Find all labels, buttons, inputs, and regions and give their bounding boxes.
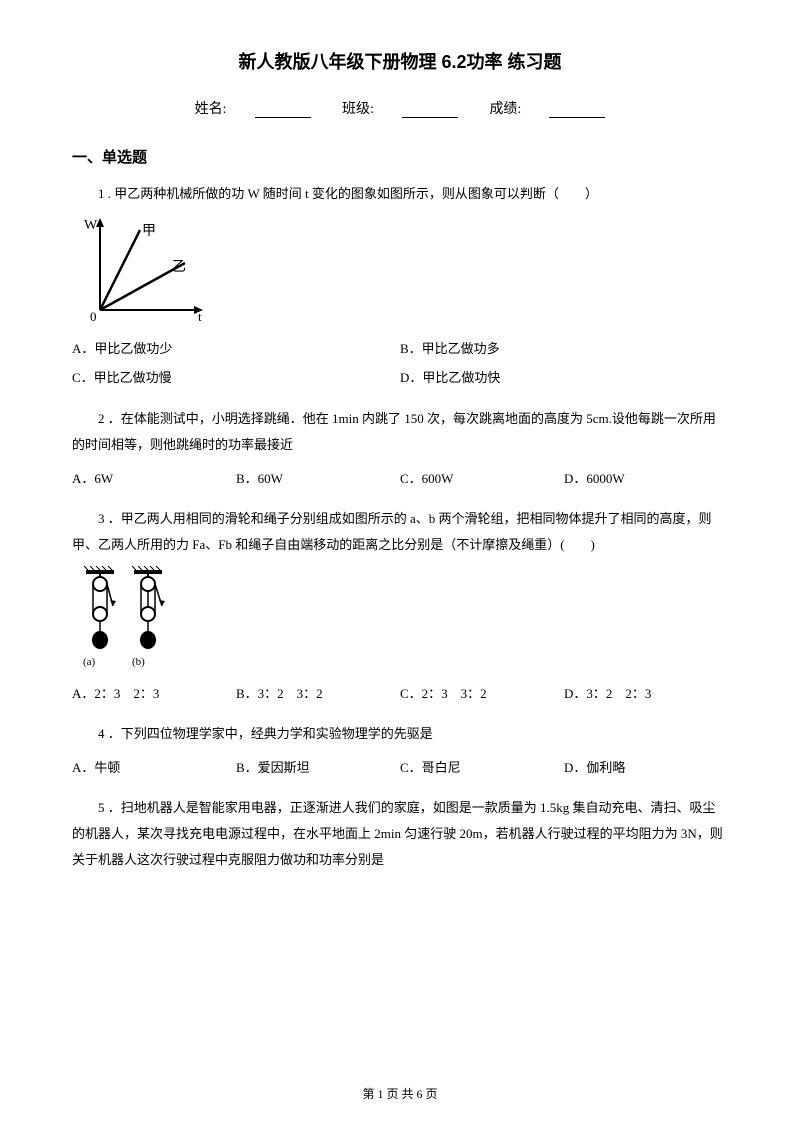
q2-optD: D．6000W bbox=[564, 466, 728, 492]
class-label: 班级: bbox=[342, 102, 374, 117]
q1-axis-t: t bbox=[198, 309, 202, 324]
q3-optA: A．2：3 2：3 bbox=[72, 681, 236, 707]
q1-options: A．甲比乙做功少 B．甲比乙做功多 C．甲比乙做功慢 D．甲比乙做功快 bbox=[72, 335, 728, 392]
q2-optA: A．6W bbox=[72, 466, 236, 492]
q4-options: A．牛顿 B．爱因斯坦 C．哥白尼 D．伽利略 bbox=[72, 755, 728, 781]
q1-origin: 0 bbox=[90, 309, 97, 324]
class-blank bbox=[402, 117, 458, 118]
q3-optC: C．2：3 3：2 bbox=[400, 681, 564, 707]
q1-axis-w: W bbox=[84, 218, 98, 233]
header-fields: 姓名: 班级: 成绩: bbox=[72, 98, 728, 118]
score-blank bbox=[549, 117, 605, 118]
q2-optC: C．600W bbox=[400, 466, 564, 492]
page-footer: 第 1 页 共 6 页 bbox=[0, 1085, 800, 1102]
q5-text: 5 ．扫地机器人是智能家用电器，正逐渐进人我们的家庭，如图是一款质量为 1.5k… bbox=[72, 795, 728, 873]
q3-options: A．2：3 2：3 B．3：2 3：2 C．2：3 3：2 D．3：2 2：3 bbox=[72, 681, 728, 707]
q4-optC: C．哥白尼 bbox=[400, 755, 564, 781]
q1-yi-label: 乙 bbox=[172, 259, 186, 275]
q4-optB: B．爱因斯坦 bbox=[236, 755, 400, 781]
q2-optB: B．60W bbox=[236, 466, 400, 492]
q4-text: 4 ．下列四位物理学家中，经典力学和实验物理学的先驱是 bbox=[72, 721, 728, 747]
q3-optD: D．3：2 2：3 bbox=[564, 681, 728, 707]
q1-optC: C．甲比乙做功慢 bbox=[72, 364, 400, 393]
q3-label-a: (a) bbox=[83, 656, 96, 668]
q1-figure: W t 0 甲 乙 bbox=[80, 215, 728, 325]
q4-optA: A．牛顿 bbox=[72, 755, 236, 781]
q1-optB: B．甲比乙做功多 bbox=[400, 335, 728, 364]
q3-label-b: (b) bbox=[132, 656, 145, 668]
q2-options: A．6W B．60W C．600W D．6000W bbox=[72, 466, 728, 492]
q1-jia-label: 甲 bbox=[142, 224, 156, 239]
q4-optD: D．伽利略 bbox=[564, 755, 728, 781]
q1-optA: A．甲比乙做功少 bbox=[72, 335, 400, 364]
section-title: 一、单选题 bbox=[72, 146, 728, 167]
q2-text: 2 ．在体能测试中，小明选择跳绳．他在 1min 内跳了 150 次，每次跳离地… bbox=[72, 406, 728, 458]
q3-figure: (a) (b) bbox=[80, 566, 728, 671]
q1-text: 1 . 甲乙两种机械所做的功 W 随时间 t 变化的图象如图所示，则从图象可以判… bbox=[72, 181, 728, 207]
q3-text: 3 ．甲乙两人用相同的滑轮和绳子分别组成如图所示的 a、b 两个滑轮组，把相同物… bbox=[72, 506, 728, 558]
q3-optB: B．3：2 3：2 bbox=[236, 681, 400, 707]
score-label: 成绩: bbox=[489, 102, 521, 117]
q1-optD: D．甲比乙做功快 bbox=[400, 364, 728, 393]
name-blank bbox=[255, 117, 311, 118]
name-label: 姓名: bbox=[195, 102, 227, 117]
page-title: 新人教版八年级下册物理 6.2功率 练习题 bbox=[72, 48, 728, 74]
